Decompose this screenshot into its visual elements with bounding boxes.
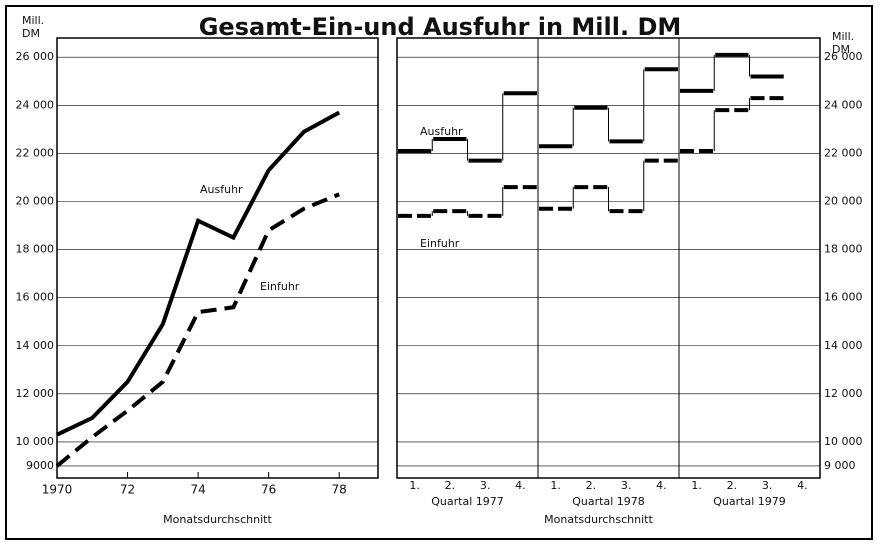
x-axis-label: Monatsdurchschnitt — [544, 513, 653, 526]
x-tick-label: 4. — [797, 479, 808, 492]
y-tick-label: 14 000 — [824, 339, 863, 352]
x-tick-label: 78 — [332, 483, 347, 497]
y-tick-label: 10 000 — [16, 435, 55, 448]
series-line — [55, 192, 340, 468]
group-label: Quartal 1977 — [431, 495, 504, 508]
x-tick-label: 3. — [621, 479, 632, 492]
y-tick-label: 12 000 — [824, 387, 863, 400]
x-tick-label: 1. — [409, 479, 420, 492]
x-tick-label: 2. — [586, 479, 597, 492]
y-tick-label: 10 000 — [824, 435, 863, 448]
series-line — [56, 110, 341, 437]
x-tick-label: 1. — [550, 479, 561, 492]
y-axis-label: Mill. DM — [22, 14, 45, 40]
x-tick-label: 1970 — [42, 483, 73, 497]
y-tick-label: 24 000 — [824, 98, 863, 111]
y-tick-label: 22 000 — [824, 146, 863, 159]
y-tick-label: 24 000 — [16, 98, 55, 111]
y-tick-label: 26 000 — [16, 50, 55, 63]
y-tick-label: 26 000 — [824, 50, 863, 63]
y-tick-label: 16 000 — [16, 291, 55, 304]
y-tick-label: 16 000 — [824, 291, 863, 304]
x-tick-label: 74 — [190, 483, 205, 497]
plot-area — [396, 37, 821, 479]
series-label: Einfuhr — [260, 280, 300, 293]
y-tick-label: 12 000 — [16, 387, 55, 400]
x-tick-label: 76 — [261, 483, 276, 497]
series-label: Ausfuhr — [200, 183, 243, 196]
x-tick-label: 3. — [480, 479, 491, 492]
group-label: Quartal 1978 — [572, 495, 645, 508]
plot-area — [56, 37, 379, 479]
x-tick-label: 72 — [120, 483, 135, 497]
y-tick-label: 22 000 — [16, 146, 55, 159]
chart-title: Gesamt-Ein-und Ausfuhr in Mill. DM — [199, 13, 682, 41]
frame — [5, 5, 873, 540]
y-tick-label: 18 000 — [824, 243, 863, 256]
y-tick-label: 9 000 — [824, 459, 856, 472]
x-tick-label: 1. — [691, 479, 702, 492]
y-tick-label: 9000 — [26, 459, 54, 472]
x-tick-label: 3. — [762, 479, 773, 492]
y-tick-label: 20 000 — [824, 194, 863, 207]
series-label: Einfuhr — [420, 237, 460, 250]
y-tick-label: 20 000 — [16, 194, 55, 207]
y-axis-label: Mill. DM — [832, 30, 855, 56]
x-tick-label: 2. — [445, 479, 456, 492]
x-axis-label: Monatsdurchschnitt — [163, 513, 272, 526]
group-label: Quartal 1979 — [713, 495, 786, 508]
y-tick-label: 14 000 — [16, 339, 55, 352]
y-tick-label: 18 000 — [16, 243, 55, 256]
x-tick-label: 4. — [515, 479, 526, 492]
x-tick-label: 2. — [727, 479, 738, 492]
series-label: Ausfuhr — [420, 125, 463, 138]
x-tick-label: 4. — [656, 479, 667, 492]
